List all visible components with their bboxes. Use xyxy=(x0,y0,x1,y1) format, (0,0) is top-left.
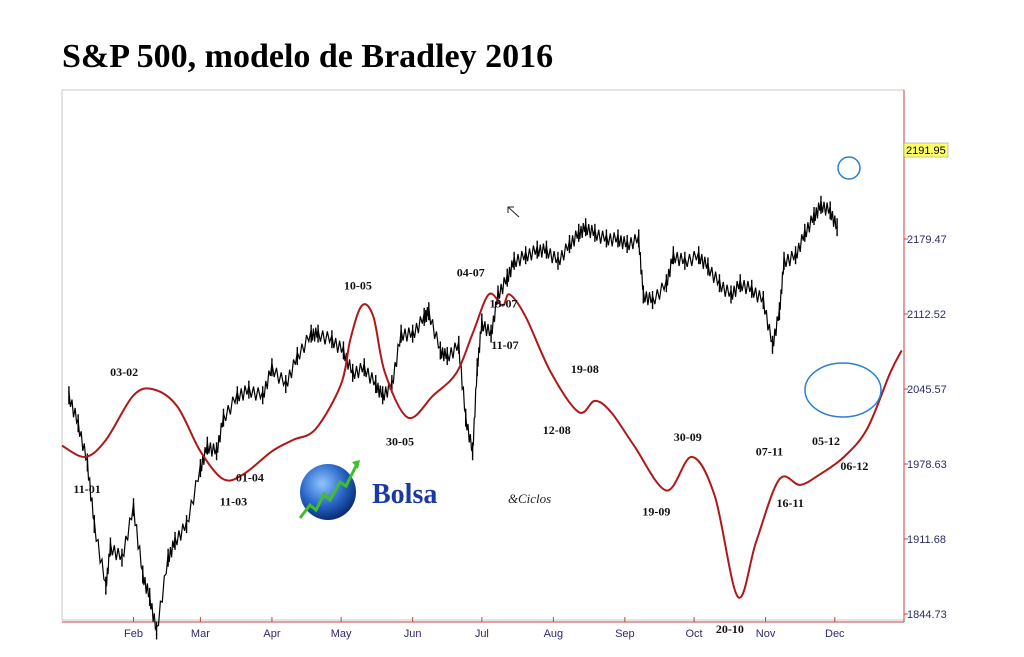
turn-date-label: 06-12 xyxy=(840,459,868,473)
highlight-circle-dec xyxy=(804,362,882,418)
x-axis: Feb Mar Apr May Jun Jul Aug Sep Oct Nov Dec xyxy=(124,617,845,640)
x-tick-label: Jun xyxy=(404,628,422,640)
logo-amp-text: & xyxy=(508,491,519,506)
x-tick-label: May xyxy=(331,628,352,640)
turn-date-label: 11-03 xyxy=(220,494,247,508)
y-tick-label: 2112.52 xyxy=(907,309,946,321)
turn-date-label: 11-07 xyxy=(491,338,518,352)
x-tick-label: Nov xyxy=(756,628,776,640)
x-tick-label: Feb xyxy=(124,628,143,640)
chart-title: S&P 500, modelo de Bradley 2016 xyxy=(62,38,554,75)
x-tick-label: Mar xyxy=(191,628,210,640)
x-tick-label: Sep xyxy=(615,628,635,640)
turn-date-label: 16-11 xyxy=(777,496,804,510)
x-tick-label: Apr xyxy=(263,628,280,640)
turn-date-label: 19-08 xyxy=(571,362,599,376)
turn-date-label: 05-12 xyxy=(812,434,840,448)
turn-date-label: 01-04 xyxy=(236,470,264,484)
y-tick-label: 2179.47 xyxy=(907,234,947,246)
growth-arrow-icon xyxy=(298,465,358,519)
turn-date-label: 19-09 xyxy=(642,504,670,518)
x-tick-label: Oct xyxy=(686,628,703,640)
logo-sub-text: Ciclos xyxy=(518,491,551,506)
turn-date-label: 12-08 xyxy=(543,423,571,437)
last-price-box xyxy=(903,142,949,158)
x-tick-label: Aug xyxy=(544,628,564,640)
x-tick-label: Dec xyxy=(825,628,845,640)
turn-date-label: 10-05 xyxy=(344,279,372,293)
annotations: 11-01 03-02 11-03 01-04 10-05 30-05 04-07 13-07… xyxy=(73,265,868,635)
bradley-series xyxy=(61,292,903,599)
x-tick-label: Jul xyxy=(475,628,489,640)
y-tick-label: 1978.63 xyxy=(907,459,947,471)
turn-date-label: 03-02 xyxy=(110,365,138,379)
turn-date-label: 11-01 xyxy=(73,482,100,496)
y-tick-label: 1844.73 xyxy=(907,609,947,621)
price-series xyxy=(68,195,838,640)
bolsa-ciclos-logo: Bolsa & Ciclos xyxy=(298,460,551,520)
last-price-label: 2191.95 xyxy=(906,145,946,157)
arrow-marker xyxy=(507,206,520,218)
globe-icon xyxy=(300,464,356,520)
turn-date-label: 30-05 xyxy=(386,435,414,449)
turn-date-label: 20-10 xyxy=(716,622,744,636)
turn-date-label: 04-07 xyxy=(457,265,485,279)
turn-date-label: 30-09 xyxy=(674,430,702,444)
highlight-circle-small xyxy=(837,156,861,180)
bradley-line xyxy=(61,292,903,599)
plot-area xyxy=(61,89,905,621)
y-axis: 2179.47 2112.52 2045.57 1978.63 1911.68 1844.… xyxy=(904,234,947,621)
turn-date-label: 13-07 xyxy=(490,296,518,310)
logo-main-text: Bolsa xyxy=(372,479,437,510)
y-tick-label: 1911.68 xyxy=(907,534,946,546)
turn-date-label: 07-11 xyxy=(756,444,783,458)
y-tick-label: 2045.57 xyxy=(907,384,947,396)
